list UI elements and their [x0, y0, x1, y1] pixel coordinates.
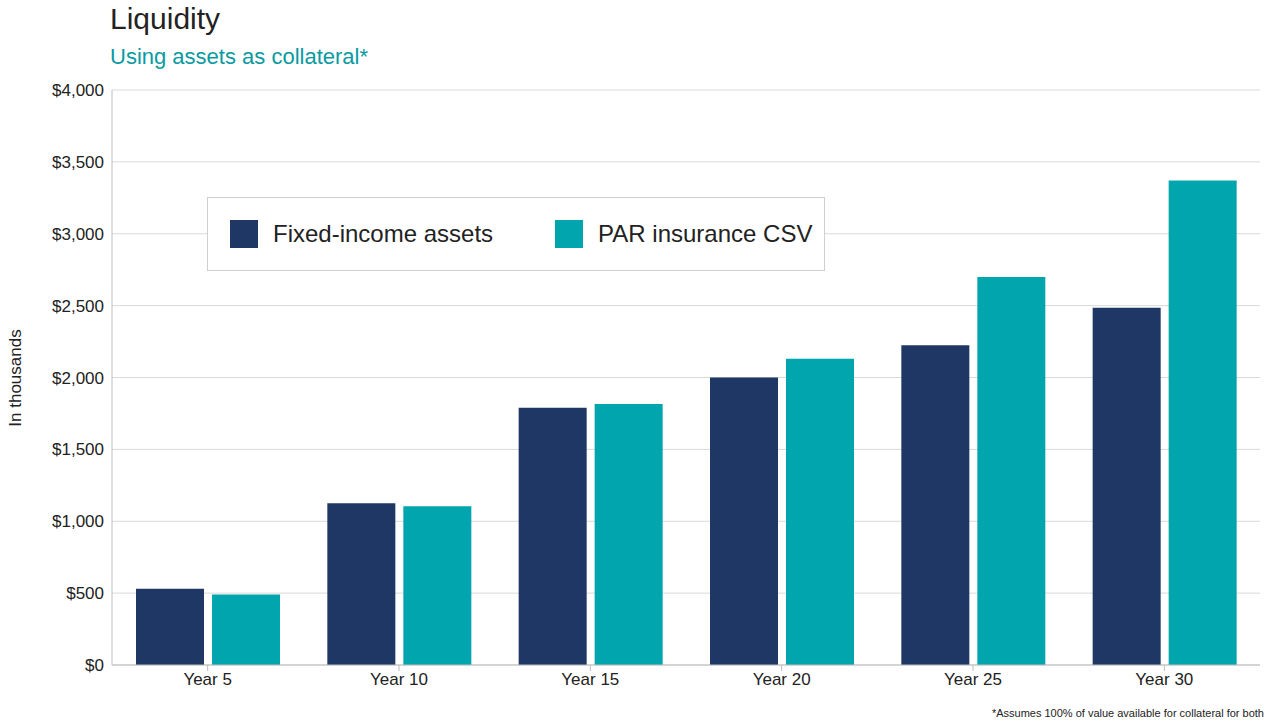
svg-text:$0: $0 — [85, 656, 104, 675]
svg-text:Year 5: Year 5 — [183, 670, 232, 689]
html-text:*Assumes 100% of value availab: *Assumes 100% of value available for col… — [991, 707, 1264, 719]
html-text:PAR insurance CSV: PAR insurance CSV — [598, 220, 813, 247]
html-text:Using assets as collateral*: Using assets as collateral* — [110, 44, 368, 69]
html-text:In thousands: In thousands — [6, 328, 25, 427]
html-text:Fixed-income assets: Fixed-income assets — [273, 220, 494, 247]
svg-text:Year 10: Year 10 — [370, 670, 428, 689]
svg-text:$500: $500 — [66, 584, 104, 603]
svg-text:$3,000: $3,000 — [52, 225, 104, 244]
svg-text:$3,500: $3,500 — [52, 153, 104, 172]
html-text:Liquidity: Liquidity — [110, 2, 221, 35]
svg-text:Year 20: Year 20 — [753, 670, 811, 689]
svg-text:$1,500: $1,500 — [52, 440, 104, 459]
svg-text:$2,000: $2,000 — [52, 369, 104, 388]
svg-text:Year 30: Year 30 — [1135, 670, 1193, 689]
svg-text:$2,500: $2,500 — [52, 297, 104, 316]
svg-text:$1,000: $1,000 — [52, 512, 104, 531]
svg-text:Year 15: Year 15 — [561, 670, 619, 689]
svg-text:$4,000: $4,000 — [52, 81, 104, 100]
svg-text:Year 25: Year 25 — [944, 670, 1002, 689]
